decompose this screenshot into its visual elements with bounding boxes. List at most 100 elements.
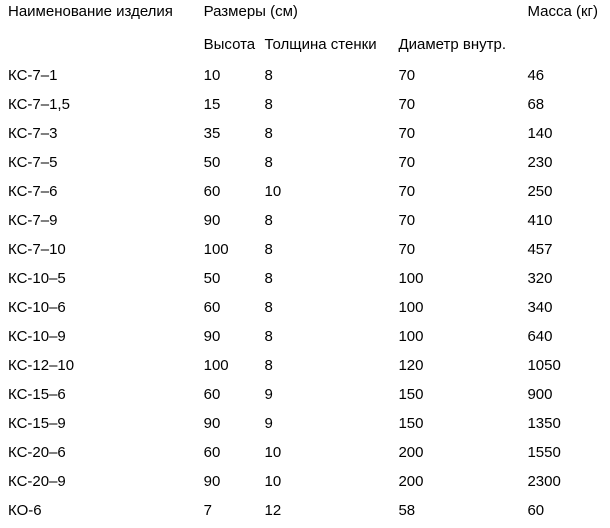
cell-h: 90	[202, 409, 263, 438]
header-thickness: Толщина стенки	[263, 30, 397, 61]
cell-name: КС-7–1	[6, 61, 202, 90]
cell-m: 457	[525, 235, 604, 264]
cell-t: 8	[263, 293, 397, 322]
table-row: КС-7–1,51587068	[6, 90, 604, 119]
cell-name: КС-7–1,5	[6, 90, 202, 119]
header-name: Наименование изделия	[6, 3, 202, 30]
cell-name: КС-10–9	[6, 322, 202, 351]
cell-t: 8	[263, 148, 397, 177]
table-row: КС-12–1010081201050	[6, 351, 604, 380]
cell-d: 100	[396, 322, 525, 351]
cell-name: КС-7–9	[6, 206, 202, 235]
cell-m: 230	[525, 148, 604, 177]
cell-name: КС-20–6	[6, 438, 202, 467]
cell-t: 8	[263, 351, 397, 380]
cell-t: 10	[263, 467, 397, 496]
cell-d: 70	[396, 177, 525, 206]
cell-d: 70	[396, 206, 525, 235]
cell-m: 2300	[525, 467, 604, 496]
table-row: КО-67125860	[6, 496, 604, 525]
table-header-main: Наименование изделия Размеры (см) Масса …	[6, 3, 604, 30]
table-row: КС-7–990870410	[6, 206, 604, 235]
table-row: КС-7–11087046	[6, 61, 604, 90]
cell-d: 58	[396, 496, 525, 525]
cell-m: 900	[525, 380, 604, 409]
cell-h: 100	[202, 235, 263, 264]
cell-t: 8	[263, 206, 397, 235]
cell-d: 150	[396, 380, 525, 409]
cell-h: 90	[202, 206, 263, 235]
cell-name: КС-7–10	[6, 235, 202, 264]
cell-d: 70	[396, 90, 525, 119]
table-row: КС-15–6609150900	[6, 380, 604, 409]
table-row: КС-7–6601070250	[6, 177, 604, 206]
cell-t: 8	[263, 119, 397, 148]
cell-d: 70	[396, 61, 525, 90]
cell-t: 8	[263, 264, 397, 293]
cell-h: 60	[202, 177, 263, 206]
cell-t: 8	[263, 235, 397, 264]
cell-name: КС-15–9	[6, 409, 202, 438]
cell-name: КС-15–6	[6, 380, 202, 409]
cell-h: 60	[202, 293, 263, 322]
cell-t: 8	[263, 322, 397, 351]
cell-h: 10	[202, 61, 263, 90]
cell-d: 200	[396, 438, 525, 467]
cell-name: КС-7–6	[6, 177, 202, 206]
cell-t: 10	[263, 177, 397, 206]
cell-m: 68	[525, 90, 604, 119]
table-body: КС-7–11087046КС-7–1,51587068КС-7–3358701…	[6, 61, 604, 525]
cell-m: 1550	[525, 438, 604, 467]
cell-name: КС-10–5	[6, 264, 202, 293]
cell-d: 100	[396, 264, 525, 293]
header-mass: Масса (кг)	[525, 3, 604, 30]
cell-h: 90	[202, 467, 263, 496]
cell-m: 640	[525, 322, 604, 351]
cell-t: 8	[263, 61, 397, 90]
cell-d: 150	[396, 409, 525, 438]
cell-d: 70	[396, 119, 525, 148]
cell-d: 100	[396, 293, 525, 322]
header-empty	[6, 30, 202, 61]
cell-h: 90	[202, 322, 263, 351]
cell-h: 100	[202, 351, 263, 380]
cell-name: КС-12–10	[6, 351, 202, 380]
table-row: КС-7–10100870457	[6, 235, 604, 264]
table-row: КС-20–990102002300	[6, 467, 604, 496]
cell-t: 9	[263, 380, 397, 409]
cell-h: 60	[202, 438, 263, 467]
table-header-sub: Высота Толщина стенки Диаметр внутр.	[6, 30, 604, 61]
cell-m: 1050	[525, 351, 604, 380]
table-row: КС-7–335870140	[6, 119, 604, 148]
cell-d: 120	[396, 351, 525, 380]
cell-name: КС-10–6	[6, 293, 202, 322]
cell-m: 60	[525, 496, 604, 525]
table-row: КС-7–550870230	[6, 148, 604, 177]
cell-h: 7	[202, 496, 263, 525]
cell-name: КС-20–9	[6, 467, 202, 496]
cell-h: 35	[202, 119, 263, 148]
table-row: КС-10–6608100340	[6, 293, 604, 322]
cell-h: 60	[202, 380, 263, 409]
cell-d: 70	[396, 148, 525, 177]
header-sizes: Размеры (см)	[202, 3, 526, 30]
cell-d: 70	[396, 235, 525, 264]
specifications-table: Наименование изделия Размеры (см) Масса …	[6, 3, 604, 525]
table-row: КС-10–9908100640	[6, 322, 604, 351]
cell-name: КО-6	[6, 496, 202, 525]
cell-h: 15	[202, 90, 263, 119]
table-row: КС-20–660102001550	[6, 438, 604, 467]
cell-t: 10	[263, 438, 397, 467]
cell-t: 8	[263, 90, 397, 119]
cell-h: 50	[202, 148, 263, 177]
cell-m: 320	[525, 264, 604, 293]
header-height: Высота	[202, 30, 263, 61]
table-row: КС-15–99091501350	[6, 409, 604, 438]
cell-m: 340	[525, 293, 604, 322]
cell-t: 9	[263, 409, 397, 438]
cell-m: 410	[525, 206, 604, 235]
cell-name: КС-7–3	[6, 119, 202, 148]
header-diameter: Диаметр внутр.	[396, 30, 525, 61]
cell-m: 140	[525, 119, 604, 148]
cell-t: 12	[263, 496, 397, 525]
